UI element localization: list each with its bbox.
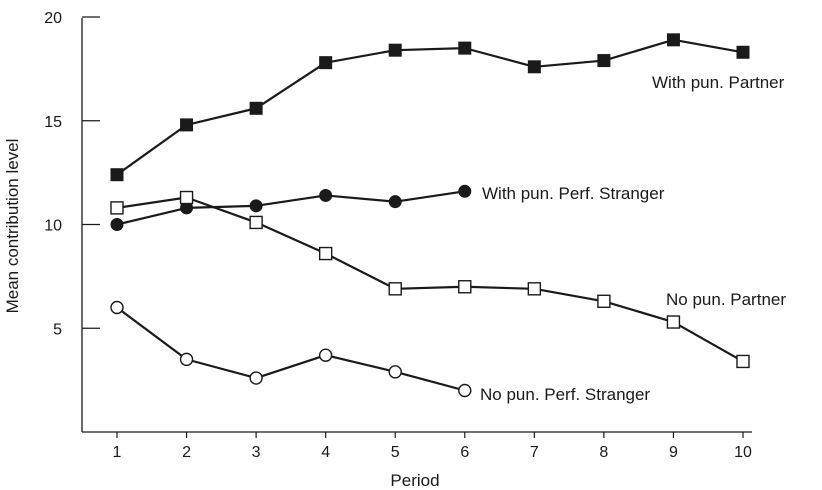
data-point-no-pun-perf-stranger bbox=[110, 300, 124, 315]
x-tick-label: 5 bbox=[391, 444, 400, 461]
data-point-with-pun-perf-stranger bbox=[110, 218, 124, 231]
data-point-no-pun-partner bbox=[179, 190, 194, 205]
data-point-with-pun-partner bbox=[736, 45, 750, 59]
data-point-with-pun-partner bbox=[110, 168, 124, 182]
series-label-no-pun-partner: No pun. Partner bbox=[666, 290, 786, 309]
data-point-with-pun-partner bbox=[666, 33, 680, 47]
series-labels: With pun. Partner With pun. Perf. Strange… bbox=[480, 73, 786, 404]
data-point-with-pun-partner bbox=[597, 54, 611, 68]
x-axis-title: Period bbox=[390, 471, 439, 490]
data-point-no-pun-partner bbox=[249, 215, 263, 230]
series-markers bbox=[110, 33, 750, 398]
x-tick-label: 9 bbox=[669, 444, 678, 461]
data-point-no-pun-perf-stranger bbox=[179, 352, 194, 367]
data-point-with-pun-perf-stranger bbox=[249, 199, 263, 213]
data-point-no-pun-partner bbox=[736, 354, 750, 369]
data-point-no-pun-perf-stranger bbox=[388, 365, 402, 379]
data-point-with-pun-perf-stranger bbox=[319, 188, 333, 202]
data-point-with-pun-partner bbox=[527, 60, 541, 74]
data-point-no-pun-partner bbox=[318, 246, 333, 261]
data-point-no-pun-partner bbox=[527, 282, 542, 296]
x-tick-label: 7 bbox=[530, 444, 539, 461]
data-point-no-pun-partner bbox=[597, 294, 611, 308]
data-point-no-pun-partner bbox=[458, 280, 472, 294]
y-tick-label: 15 bbox=[44, 114, 62, 131]
series-label-with-pun-perf-stranger: With pun. Perf. Stranger bbox=[482, 184, 665, 203]
data-point-with-pun-partner bbox=[249, 101, 263, 115]
series-lines bbox=[116, 38, 744, 392]
data-point-no-pun-perf-stranger bbox=[458, 383, 472, 398]
data-point-with-pun-perf-stranger bbox=[458, 184, 472, 198]
data-point-with-pun-perf-stranger bbox=[388, 195, 402, 209]
data-point-with-pun-partner bbox=[180, 118, 194, 132]
data-point-with-pun-partner bbox=[388, 43, 402, 57]
y-axis-title: Mean contribution level bbox=[3, 139, 22, 314]
x-tick-label: 8 bbox=[599, 444, 608, 461]
x-tick-label: 4 bbox=[321, 444, 330, 461]
series-label-with-pun-partner: With pun. Partner bbox=[652, 73, 785, 92]
y-tick-label: 20 bbox=[44, 10, 62, 27]
series-line-with-pun-partner bbox=[116, 38, 744, 176]
x-tick-label: 1 bbox=[113, 444, 122, 461]
series-line-no-pun-perf-stranger bbox=[116, 306, 466, 392]
y-tick-label: 5 bbox=[53, 321, 62, 338]
x-tick-label: 6 bbox=[460, 444, 469, 461]
series-line-with-pun-perf-stranger bbox=[116, 190, 465, 226]
data-point-no-pun-partner bbox=[110, 201, 124, 215]
axes: 1 2 3 4 5 6 7 8 9 10 5 10 15 20 bbox=[44, 10, 752, 461]
x-tick-label: 10 bbox=[734, 444, 752, 461]
x-tick-label: 2 bbox=[182, 444, 191, 461]
data-point-no-pun-partner bbox=[666, 315, 681, 329]
data-point-with-pun-partner bbox=[319, 56, 333, 70]
data-point-with-pun-partner bbox=[458, 41, 472, 55]
series-label-no-pun-perf-stranger: No pun. Perf. Stranger bbox=[480, 385, 650, 404]
data-point-no-pun-partner bbox=[388, 282, 402, 296]
data-point-no-pun-perf-stranger bbox=[249, 371, 263, 385]
x-tick-label: 3 bbox=[252, 444, 261, 461]
data-point-no-pun-perf-stranger bbox=[318, 348, 333, 362]
y-tick-label: 10 bbox=[44, 218, 62, 235]
series-line-no-pun-partner bbox=[116, 196, 744, 363]
